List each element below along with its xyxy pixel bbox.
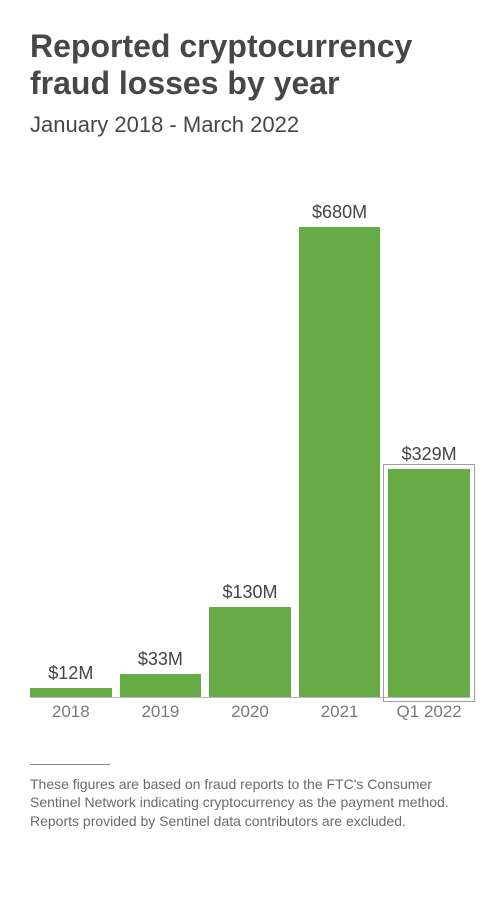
x-axis-label: 2021	[299, 702, 381, 722]
bar-chart: $12M $33M $130M $680M $329M 2018 2019 2020 2021…	[30, 198, 470, 728]
bar-value-label: $680M	[299, 202, 381, 223]
x-axis-label: 2018	[30, 702, 112, 722]
bar-value-label: $33M	[120, 649, 202, 670]
footnote: These figures are based on fraud reports…	[30, 775, 470, 832]
bar	[299, 227, 381, 697]
bar-value-label: $130M	[209, 582, 291, 603]
bar	[120, 674, 202, 697]
chart-subtitle: January 2018 - March 2022	[30, 112, 470, 138]
bar-value-label: $329M	[388, 444, 470, 465]
bar	[30, 688, 112, 696]
chart-title: Reported cryptocurrency fraud losses by …	[30, 28, 470, 102]
bar	[209, 607, 291, 697]
bar-slot: $130M	[209, 198, 291, 697]
x-axis-labels: 2018 2019 2020 2021 Q1 2022	[30, 702, 470, 722]
x-axis-label: Q1 2022	[388, 702, 470, 722]
bar-slot: $329M	[388, 198, 470, 697]
bar-slot: $680M	[299, 198, 381, 697]
x-axis-label: 2019	[120, 702, 202, 722]
footnote-divider	[30, 764, 110, 765]
bar	[388, 469, 470, 696]
bars-container: $12M $33M $130M $680M $329M	[30, 198, 470, 698]
bar-slot: $12M	[30, 198, 112, 697]
bar-value-label: $12M	[30, 663, 112, 684]
x-axis-label: 2020	[209, 702, 291, 722]
bar-slot: $33M	[120, 198, 202, 697]
